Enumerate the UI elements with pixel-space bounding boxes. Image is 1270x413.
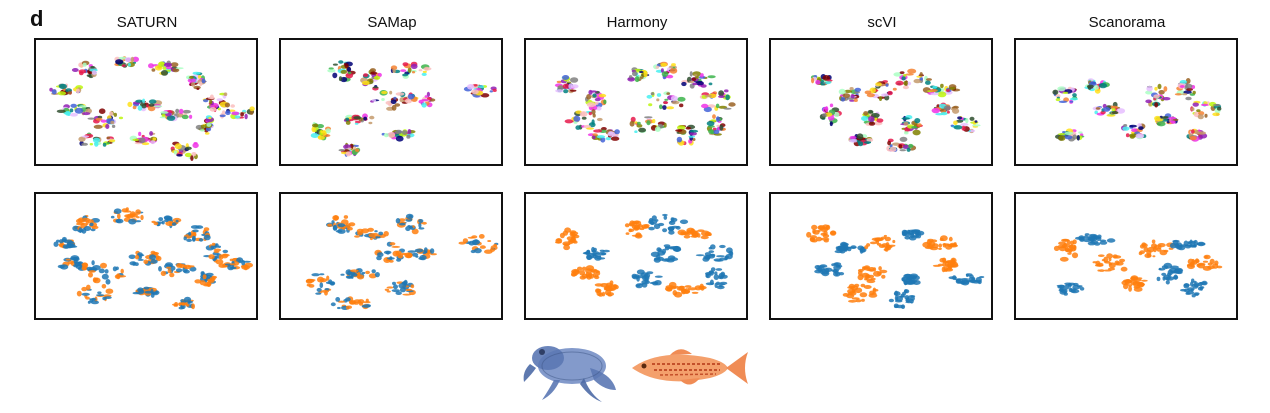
umap-plot (310, 60, 497, 157)
method-title-samap: SAMap (367, 14, 417, 31)
umap-plot (305, 213, 499, 310)
panel-label: d (30, 6, 44, 31)
umap-plot (53, 207, 254, 310)
umap-celltype-saturn (34, 38, 258, 166)
umap-species-scvi (769, 192, 993, 320)
umap-celltype-scvi (769, 38, 993, 166)
umap-plot (49, 56, 255, 161)
method-title-saturn: SATURN (116, 14, 178, 31)
umap-plot (810, 68, 981, 152)
umap-celltype-scanorama (1014, 38, 1238, 166)
umap-plot (806, 224, 985, 309)
umap-plot (1053, 233, 1223, 298)
umap-species-samap (279, 192, 503, 320)
method-title-scvi: scVI (867, 14, 897, 31)
umap-plot (554, 61, 736, 146)
umap-species-scanorama (1014, 192, 1238, 320)
umap-celltype-samap (279, 38, 503, 166)
umap-species-saturn (34, 192, 258, 320)
method-title-harmony: Harmony (606, 14, 668, 31)
umap-celltype-harmony (524, 38, 748, 166)
species-legend (520, 328, 760, 408)
umap-plot (1052, 78, 1222, 142)
umap-species-harmony (524, 192, 748, 320)
umap-plot (555, 213, 734, 298)
method-title-scanorama: Scanorama (1088, 14, 1166, 31)
zebrafish-icon (632, 349, 748, 385)
frog-icon (523, 346, 616, 402)
